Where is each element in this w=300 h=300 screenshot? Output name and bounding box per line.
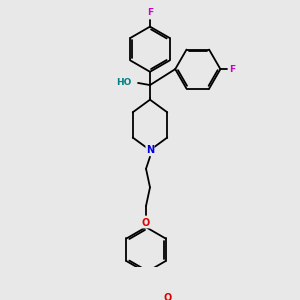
Text: N: N [146,145,154,155]
Text: O: O [142,218,150,228]
Text: HO: HO [116,78,131,87]
Text: F: F [147,8,153,17]
Text: F: F [229,64,235,74]
Text: O: O [163,292,172,300]
